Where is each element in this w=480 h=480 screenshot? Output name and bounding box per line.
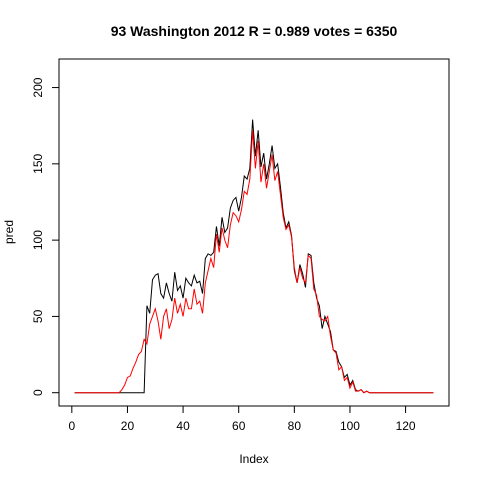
x-tick-label: 40 [176, 419, 190, 433]
y-tick-label: 0 [31, 389, 45, 396]
y-tick-label: 200 [31, 77, 45, 97]
plot-lines [74, 119, 434, 394]
x-tick-label: 20 [121, 419, 135, 433]
y-tick-label: 100 [31, 230, 45, 250]
x-axis-label: Index [239, 452, 268, 466]
chart-title: 93 Washington 2012 R = 0.989 votes = 635… [111, 23, 398, 39]
x-tick-label: 120 [396, 419, 416, 433]
x-axis: 0 20 40 60 80 100 120 [68, 405, 416, 433]
x-tick-label: 80 [288, 419, 302, 433]
y-axis: 0 50 100 150 200 [31, 77, 60, 396]
y-axis-label: pred [2, 220, 16, 244]
series-line-2 [74, 130, 434, 394]
y-tick-label: 150 [31, 154, 45, 174]
x-tick-label: 100 [340, 419, 360, 433]
y-tick-label: 50 [31, 309, 45, 323]
x-tick-label: 0 [68, 419, 75, 433]
x-tick-label: 60 [232, 419, 246, 433]
